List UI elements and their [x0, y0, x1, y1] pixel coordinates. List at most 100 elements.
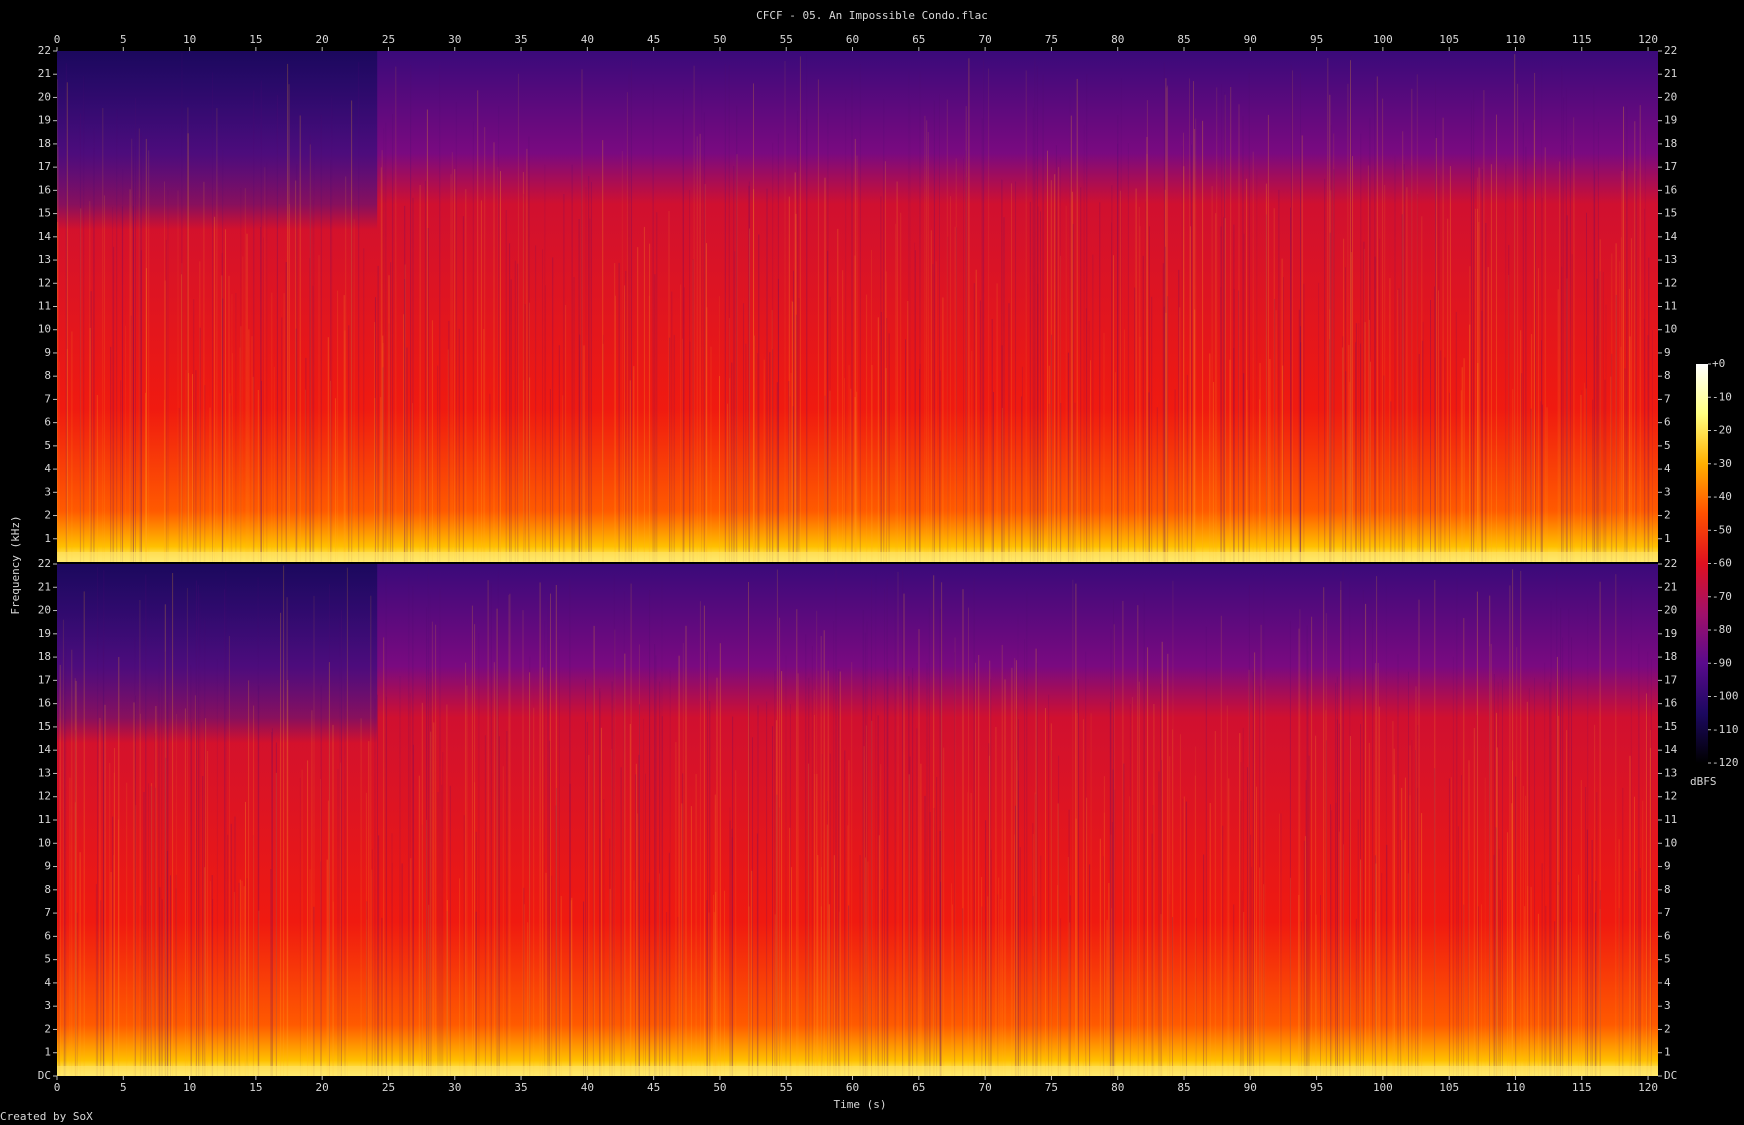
streak	[970, 792, 972, 1076]
streak	[1347, 83, 1349, 563]
streak	[1581, 390, 1583, 562]
streak	[583, 345, 585, 562]
streak	[1457, 826, 1459, 1076]
streak	[130, 315, 132, 562]
streak	[1385, 577, 1387, 1076]
streak	[963, 158, 964, 562]
streak	[655, 655, 657, 1076]
streak	[1460, 390, 1462, 562]
streak	[965, 150, 967, 562]
streak	[1340, 590, 1342, 1076]
streak	[544, 285, 546, 562]
streak	[788, 196, 790, 562]
streak	[1557, 884, 1559, 1076]
streak	[484, 127, 486, 562]
streak	[1037, 206, 1039, 562]
streak	[1329, 232, 1331, 562]
streak	[609, 838, 611, 1076]
streak	[689, 190, 691, 562]
streak	[877, 715, 879, 1076]
streak	[668, 852, 670, 1076]
streak	[388, 323, 390, 562]
streak	[666, 912, 668, 1076]
streak	[385, 575, 387, 1076]
streak	[1590, 893, 1591, 1076]
streak	[625, 270, 627, 562]
streak	[1398, 288, 1400, 562]
y-tick-label: 17	[38, 673, 51, 686]
streak	[1205, 626, 1207, 1076]
streak	[709, 701, 711, 1076]
streak	[1404, 839, 1406, 1076]
streak	[573, 277, 575, 562]
streak	[856, 391, 858, 562]
streak	[1498, 849, 1500, 1076]
streak	[230, 395, 232, 562]
streak	[736, 105, 738, 562]
streak	[195, 370, 197, 562]
streak	[474, 624, 476, 1076]
streak	[304, 389, 306, 562]
streak	[1032, 834, 1034, 1076]
streak	[1444, 357, 1446, 562]
streak	[245, 801, 246, 1076]
streak	[412, 403, 413, 562]
y-tick-label: 16	[1664, 183, 1677, 196]
streak	[939, 370, 941, 562]
streak	[358, 62, 360, 562]
streak	[366, 901, 368, 1076]
streak	[967, 792, 969, 1076]
streak	[734, 251, 736, 562]
streak	[864, 632, 866, 1076]
streak	[1364, 322, 1366, 562]
streak	[1300, 342, 1302, 562]
streak	[412, 197, 414, 563]
streak	[1473, 728, 1475, 1076]
streak	[509, 593, 511, 1076]
y-tick-label: 22	[38, 557, 51, 570]
streak	[748, 618, 750, 1076]
y-tick-label: 19	[38, 114, 51, 127]
x-tick-label: 115	[1572, 1081, 1592, 1094]
streak	[796, 609, 798, 1076]
x-tick-label: 35	[514, 33, 527, 46]
streak	[924, 115, 926, 563]
streak	[703, 605, 705, 1076]
streak	[1083, 125, 1085, 562]
streak	[578, 219, 580, 562]
streak	[748, 582, 749, 1076]
streak	[1059, 157, 1061, 562]
streak	[581, 69, 583, 563]
streak	[193, 299, 195, 562]
streak	[1240, 762, 1242, 1076]
streak	[112, 206, 114, 563]
streak	[1129, 704, 1131, 1076]
streak	[89, 327, 91, 562]
streak	[133, 146, 134, 563]
y-tick-label: 9	[44, 346, 51, 359]
streak	[828, 904, 830, 1076]
streak	[1248, 73, 1250, 562]
streak	[1292, 70, 1293, 563]
streak	[1392, 721, 1394, 1076]
streak	[1252, 151, 1254, 562]
streak	[1434, 286, 1436, 562]
streak	[1223, 217, 1224, 563]
streak	[1320, 895, 1321, 1076]
streak	[956, 227, 957, 562]
streak	[448, 320, 450, 562]
streak	[1438, 175, 1440, 562]
streak	[439, 65, 441, 562]
streak	[375, 297, 376, 562]
streak	[383, 128, 385, 563]
streak	[391, 862, 393, 1076]
streak	[558, 639, 560, 1076]
streak	[1111, 185, 1113, 562]
streak	[184, 708, 186, 1076]
streak	[186, 142, 188, 562]
streak	[522, 610, 524, 1076]
streak	[1330, 125, 1332, 563]
streak	[1541, 340, 1542, 562]
streak	[1037, 648, 1038, 1076]
streak	[382, 342, 384, 562]
